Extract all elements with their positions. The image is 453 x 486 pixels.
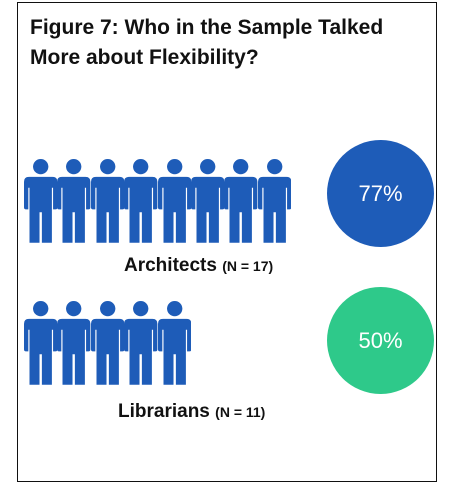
architects-label: Architects (N = 17) [124, 255, 273, 277]
librarians-percent-label: 50% [358, 327, 403, 353]
architects-percent-label: 77% [358, 180, 403, 206]
figure-title: Figure 7: Who in the Sample Talked More … [30, 16, 384, 69]
librarians-label: Librarians (N = 11) [118, 401, 265, 423]
architects-percent-circle: 77% [327, 140, 434, 247]
person-icon [124, 300, 158, 385]
architects-name: Architects [124, 255, 217, 276]
person-icon [24, 158, 58, 243]
person-icon [257, 158, 292, 243]
architects-n: (N = 17) [222, 258, 274, 274]
person-icon [124, 158, 158, 243]
person-icon [157, 300, 191, 385]
person-icon [24, 300, 58, 385]
architects-people-row [24, 158, 292, 243]
person-icon [57, 158, 91, 243]
librarians-percent-circle: 50% [327, 287, 434, 394]
person-icon [90, 158, 125, 243]
figure-frame [17, 2, 437, 482]
librarians-people-row [24, 300, 191, 385]
person-icon [57, 300, 91, 385]
person-icon [157, 158, 191, 243]
librarians-n: (N = 11) [215, 404, 266, 420]
librarians-name: Librarians [118, 401, 210, 422]
person-icon [224, 158, 258, 243]
person-icon [190, 158, 225, 243]
person-icon [90, 300, 125, 385]
